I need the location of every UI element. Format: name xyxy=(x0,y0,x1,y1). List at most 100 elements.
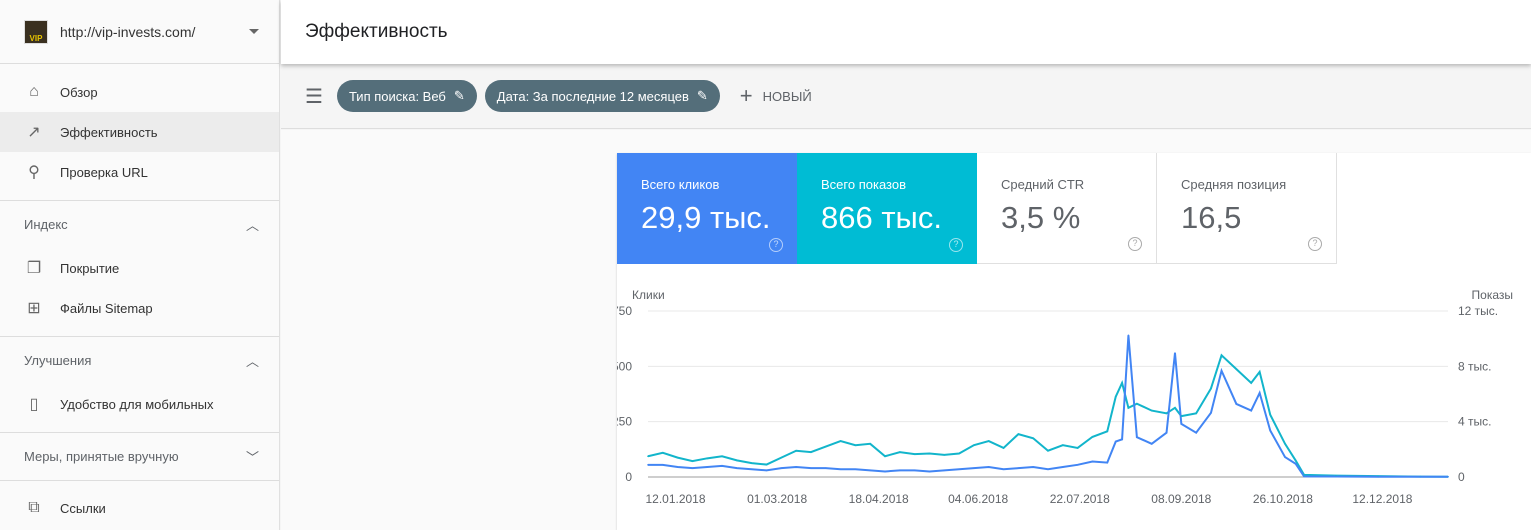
clicks-point xyxy=(839,468,842,471)
y-tick-right: 8 тыс. xyxy=(1458,359,1491,373)
clicks-point xyxy=(1258,392,1261,394)
impressions-point xyxy=(1076,447,1079,449)
performance-chart: Клики Показы 0 0 250 4 тыс. 500 8 тыс. 750 12 т… xyxy=(617,288,1513,506)
impressions-point xyxy=(1127,407,1130,409)
section-title: Индекс xyxy=(24,217,68,232)
clicks-point xyxy=(1284,456,1286,458)
clicks-point xyxy=(691,467,694,469)
performance-card: Всего кликов 29,9 тыс. ? Всего показов 8… xyxy=(617,153,1531,530)
clicks-point xyxy=(899,469,901,472)
help-icon[interactable]: ? xyxy=(769,238,783,252)
trending-up-icon: ↗ xyxy=(27,124,41,141)
metric-value: 16,5 xyxy=(1181,200,1242,235)
section-enhancements[interactable]: Улучшения ︿ xyxy=(0,336,279,384)
help-icon[interactable]: ? xyxy=(1308,237,1322,251)
impressions-point xyxy=(1174,407,1176,409)
nav-sitemaps[interactable]: ⊞ Файлы Sitemap xyxy=(0,288,279,328)
filter-icon[interactable]: ☰ xyxy=(305,85,323,108)
y-tick-left: 750 xyxy=(617,304,632,318)
section-index[interactable]: Индекс ︿ xyxy=(0,200,279,248)
impressions-point xyxy=(1114,395,1117,398)
impressions-point xyxy=(1294,459,1297,462)
clicks-point xyxy=(795,466,797,468)
nav-links[interactable]: ⧉ Ссылки xyxy=(0,488,279,528)
dropdown-caret-icon[interactable] xyxy=(249,29,259,34)
clicks-point xyxy=(1303,475,1305,478)
impressions-point xyxy=(1210,387,1212,390)
y-tick-right: 12 тыс. xyxy=(1458,304,1498,318)
help-icon[interactable]: ? xyxy=(1128,237,1142,251)
metric-avg-position[interactable]: Средняя позиция 16,5 ? xyxy=(1157,153,1337,264)
nav-label: Удобство для мобильных xyxy=(60,396,214,412)
nav-url-inspection[interactable]: ⚲ Проверка URL xyxy=(0,152,279,192)
y-tick-left: 250 xyxy=(617,415,632,429)
impressions-point xyxy=(1195,412,1197,415)
impressions-point xyxy=(987,440,990,442)
page-header: Эффективность xyxy=(281,0,1531,64)
impressions-point xyxy=(662,451,664,454)
nav-label: Покрытие xyxy=(60,260,120,276)
nav-overview[interactable]: ⌂ Обзор xyxy=(0,72,279,112)
impressions-point xyxy=(928,452,931,455)
impressions-point xyxy=(721,455,723,458)
clicks-point xyxy=(1269,429,1272,432)
property-url: http://vip-invests.com/ xyxy=(60,23,196,40)
clicks-point xyxy=(1250,409,1252,412)
metric-total-clicks[interactable]: Всего кликов 29,9 тыс. ? xyxy=(617,153,797,264)
clicks-point xyxy=(765,469,768,472)
section-manual-actions[interactable]: Меры, принятые вручную ﹀ xyxy=(0,432,279,480)
metric-avg-ctr[interactable]: Средний CTR 3,5 % ? xyxy=(977,153,1157,264)
impressions-point xyxy=(1150,409,1153,412)
metric-value: 866 тыс. xyxy=(821,200,942,235)
plus-icon: + xyxy=(739,83,753,108)
nav-label: Файлы Sitemap xyxy=(60,300,153,316)
impressions-point xyxy=(750,462,753,464)
clicks-point xyxy=(1220,369,1223,372)
impressions-point xyxy=(1017,433,1020,435)
clicks-point xyxy=(1127,334,1130,337)
property-selector[interactable]: VIP http://vip-invests.com/ xyxy=(0,0,279,64)
help-icon[interactable]: ? xyxy=(949,238,963,252)
impressions-point xyxy=(1062,444,1064,446)
clicks-point xyxy=(1447,475,1449,478)
impressions-point xyxy=(1303,474,1305,476)
impressions-point xyxy=(736,459,738,462)
clicks-point xyxy=(676,466,679,468)
clicks-point xyxy=(1377,475,1379,478)
filter-chip-date[interactable]: Дата: За последние 12 месяцев ✎ xyxy=(484,80,720,112)
new-filter-button[interactable]: + НОВЫЙ xyxy=(740,83,812,109)
clicks-point xyxy=(928,470,931,473)
nav-performance[interactable]: ↗ Эффективность xyxy=(0,112,279,152)
links-icon: ⧉ xyxy=(28,499,40,516)
nav-mobile-usability[interactable]: ▯ Удобство для мобильных xyxy=(0,384,279,424)
chevron-up-icon: ︿ xyxy=(245,218,259,233)
clicks-point xyxy=(854,468,857,471)
impressions-point xyxy=(854,444,857,446)
clicks-point xyxy=(1076,464,1079,466)
impressions-point xyxy=(1106,430,1109,433)
page-title: Эффективность xyxy=(305,21,448,42)
y-tick-right: 4 тыс. xyxy=(1458,415,1491,429)
metric-label: Всего показов xyxy=(821,177,906,192)
x-tick: 18.04.2018 xyxy=(849,492,909,506)
site-favicon: VIP xyxy=(24,19,48,44)
clicks-point xyxy=(1002,468,1005,471)
metric-total-impressions[interactable]: Всего показов 866 тыс. ? xyxy=(797,153,977,264)
y-axis-right-label: Показы xyxy=(1472,288,1513,302)
clicks-point xyxy=(913,469,916,472)
metric-value: 3,5 % xyxy=(1001,200,1081,235)
x-tick: 04.06.2018 xyxy=(948,492,1008,506)
impressions-point xyxy=(780,456,783,459)
filter-chip-search-type[interactable]: Тип поиска: Веб ✎ xyxy=(336,80,477,112)
impressions-point xyxy=(913,453,916,455)
x-tick: 08.09.2018 xyxy=(1151,492,1211,506)
clicks-point xyxy=(869,469,872,472)
clicks-point xyxy=(1062,466,1064,468)
impressions-point xyxy=(899,451,901,453)
impressions-line xyxy=(647,353,1449,478)
impressions-point xyxy=(1136,402,1138,405)
nav-coverage[interactable]: ❐ Покрытие xyxy=(0,248,279,288)
clicks-point xyxy=(973,467,975,469)
clicks-point xyxy=(662,464,664,466)
clicks-point xyxy=(706,466,709,468)
